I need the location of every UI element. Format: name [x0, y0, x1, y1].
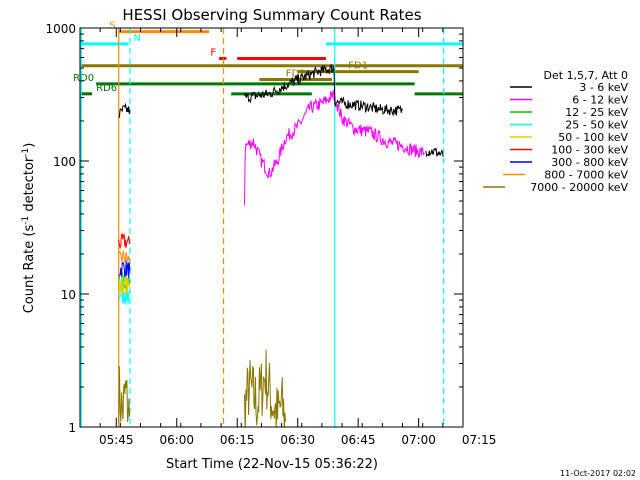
legend-title: Det 1,5,7, Att 0 — [544, 69, 628, 82]
x-tick-label: 06:45 — [341, 433, 376, 447]
y-tick-label: 1 — [68, 421, 76, 435]
footer-timestamp: 11-Oct-2017 02:02 — [560, 469, 636, 478]
series-line-s8 — [118, 250, 131, 263]
legend-label: 300 - 800 keV — [551, 156, 628, 169]
flag-label: RD0 — [73, 73, 94, 84]
x-axis: 05:45 06:00 06:15 06:30 06:45 07:00 07:15 — [79, 28, 497, 447]
y-tick-label: 1000 — [45, 22, 76, 36]
flag-bars — [80, 30, 463, 96]
legend-label: 3 - 6 keV — [579, 81, 628, 94]
legend-label: 25 - 50 keV — [565, 119, 628, 132]
legend-label: 12 - 25 keV — [565, 106, 628, 119]
series-lines — [118, 63, 444, 427]
legend-label: 800 - 7000 keV — [544, 169, 628, 182]
x-tick-label: 06:00 — [159, 433, 194, 447]
chart-title: HESSI Observing Summary Count Rates — [122, 6, 421, 24]
flag-label: FD1 — [348, 61, 368, 72]
y-axis-label: Count Rate (s-1 detector-1) — [21, 143, 37, 314]
y-tick-label: 100 — [53, 155, 76, 169]
legend-label: 50 - 100 keV — [558, 131, 628, 144]
x-tick-label: 06:30 — [280, 433, 315, 447]
flag-label: S — [109, 21, 115, 32]
x-tick-label: 05:45 — [99, 433, 134, 447]
series-line-s1 — [244, 63, 403, 117]
series-line-s1 — [425, 148, 444, 158]
legend-label: 100 - 300 keV — [551, 144, 628, 157]
series-line-s6 — [118, 233, 131, 250]
plot-frame — [79, 27, 464, 428]
x-tick-label: 07:00 — [401, 433, 436, 447]
series-line-s1 — [118, 102, 131, 119]
legend-label: 7000 - 20000 keV — [530, 181, 628, 194]
x-tick-label: 06:15 — [220, 433, 255, 447]
series-line-s5 — [118, 275, 131, 296]
vertical-markers — [80, 28, 445, 427]
series-line-s7 — [118, 260, 131, 279]
flag-label: N — [133, 33, 140, 44]
x-axis-label: Start Time (22-Nov-15 05:36:22) — [166, 457, 378, 472]
y-axis: 1 10 100 1000 — [45, 22, 463, 435]
x-tick-label: 07:15 — [462, 433, 497, 447]
series-line-s9 — [244, 349, 287, 427]
flag-label: F — [210, 47, 216, 58]
y-tick-label: 10 — [61, 288, 76, 302]
legend-label: 6 - 12 keV — [572, 94, 628, 107]
flag-label: FD2 — [286, 68, 306, 79]
series-line-s9 — [118, 366, 131, 424]
flag-label: RD6 — [96, 83, 117, 94]
